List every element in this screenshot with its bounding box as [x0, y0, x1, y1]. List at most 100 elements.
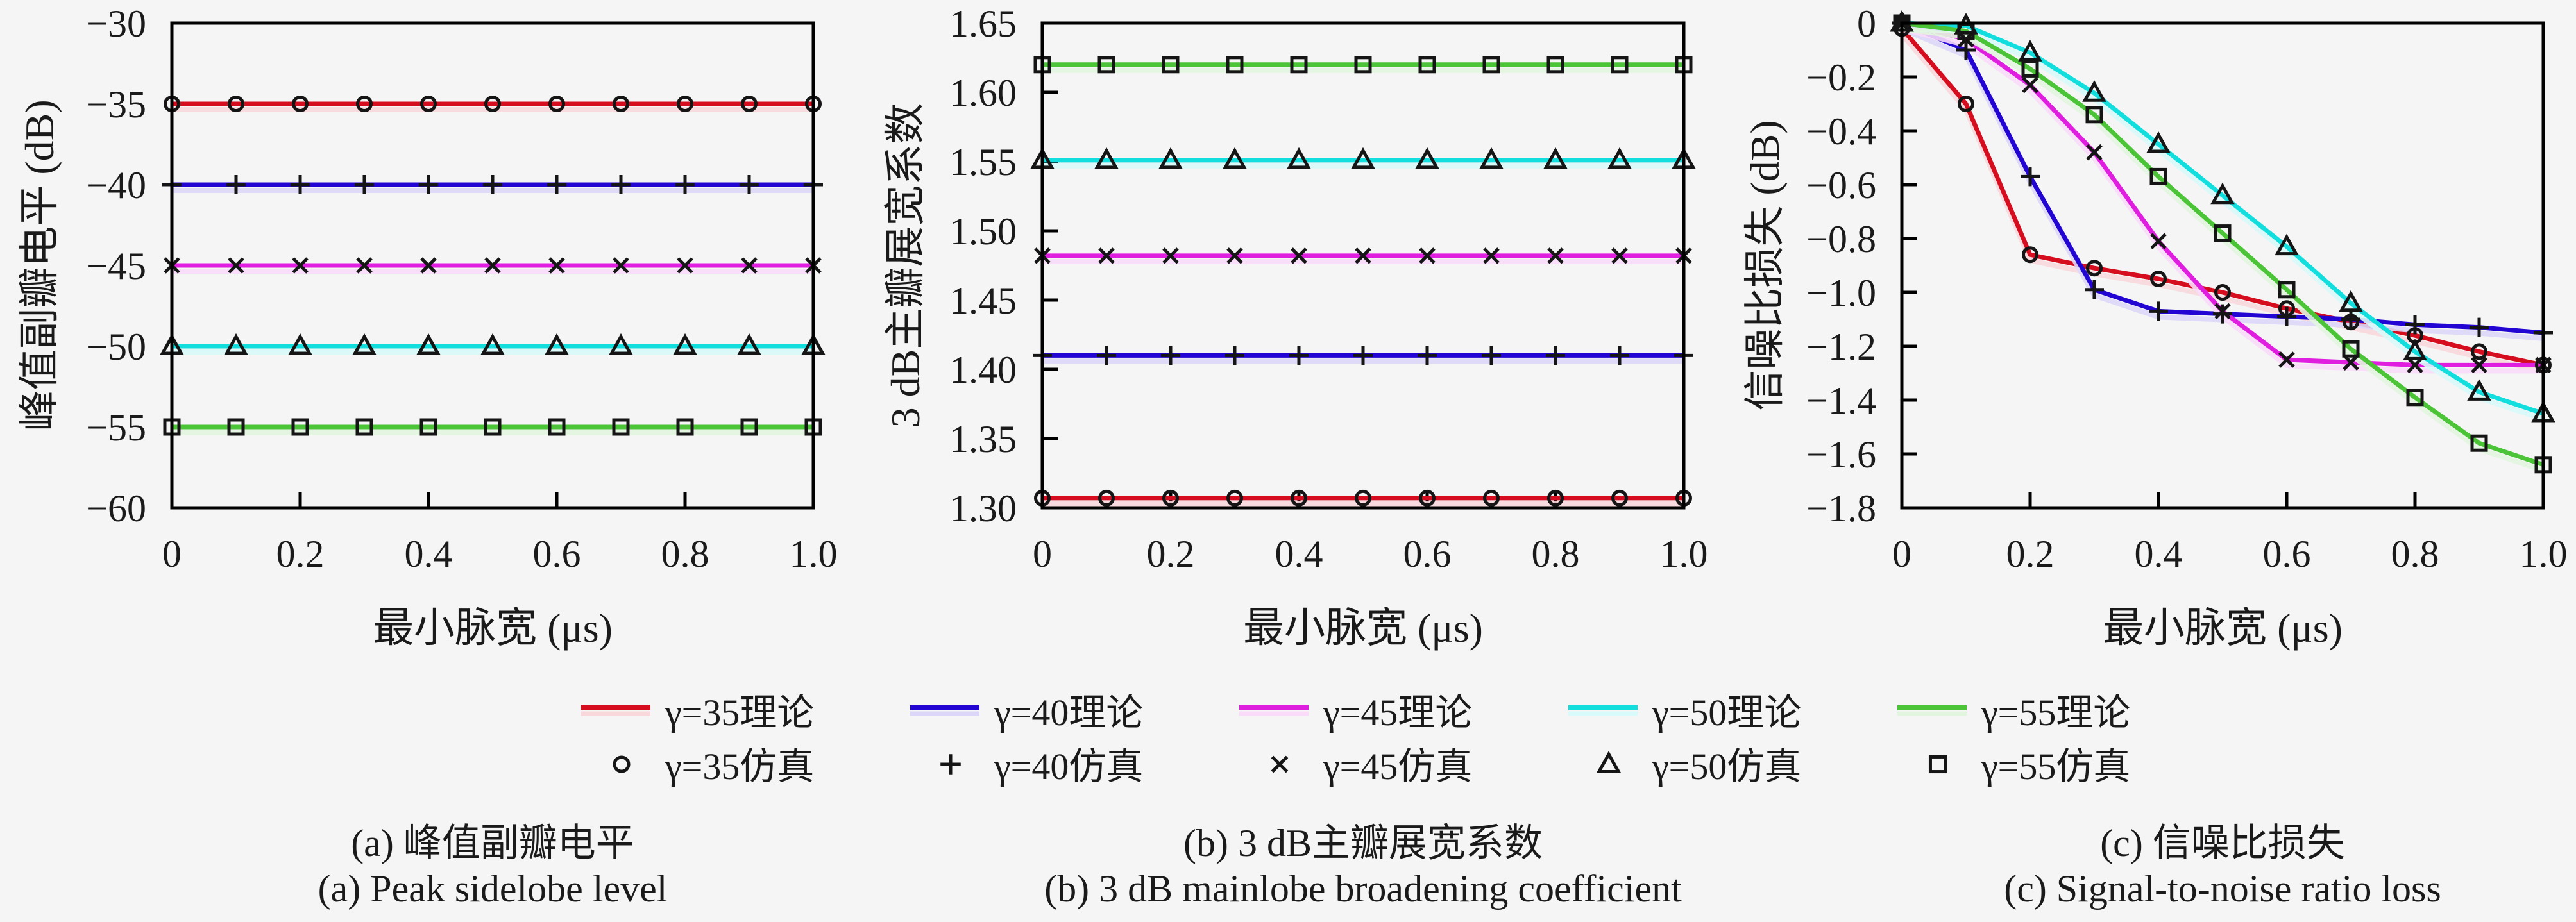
- x-axis-label-c: 最小脉宽 (μs): [2103, 605, 2343, 651]
- series-line-g50-theory: [1901, 21, 2545, 416]
- legend-item-theory-55: γ=55理论: [1897, 683, 2130, 735]
- plot-c-axes-box: [1900, 21, 2545, 510]
- legend-label: γ=45理论: [1323, 692, 1473, 733]
- svg-text:−30: −30: [86, 3, 146, 45]
- svg-text:−1.6: −1.6: [1806, 433, 1876, 476]
- svg-text:−55: −55: [86, 407, 146, 449]
- legend-item-simulation-35: γ=35仿真: [607, 737, 814, 789]
- svg-text:−1.2: −1.2: [1806, 326, 1876, 368]
- svg-text:1.65: 1.65: [949, 3, 1017, 45]
- svg-text:−0.8: −0.8: [1806, 218, 1876, 260]
- series-markers-g35-sim: [1034, 489, 1692, 507]
- series-markers-g45-sim: [1894, 15, 2552, 374]
- legend-label: γ=35仿真: [665, 746, 815, 787]
- legend-label: γ=40仿真: [994, 746, 1144, 787]
- svg-text:0: 0: [1033, 533, 1052, 575]
- svg-text:1.50: 1.50: [949, 210, 1017, 253]
- legend-item-theory-50: γ=50理论: [1568, 683, 1801, 735]
- svg-text:1.45: 1.45: [949, 280, 1017, 322]
- svg-text:0.6: 0.6: [533, 533, 581, 575]
- caption-b-zh: (b) 3 dB主瓣展宽系数: [1183, 822, 1543, 864]
- legend-item-simulation-40: γ=40仿真: [936, 737, 1143, 789]
- legend-label: γ=50理论: [1652, 692, 1802, 733]
- svg-text:−40: −40: [86, 164, 146, 206]
- legend-label: γ=50仿真: [1652, 746, 1802, 787]
- svg-text:0.6: 0.6: [1403, 533, 1452, 575]
- x-axis-label-a: 最小脉宽 (μs): [373, 605, 613, 651]
- plot-b-axes-box: [1040, 21, 1686, 510]
- plot-b: 1.65 1.60 1.55 1.50 1.45 1.40 1.35 1.30 0 0.2 0.4 0…: [949, 3, 1708, 575]
- svg-text:0.2: 0.2: [2006, 533, 2055, 575]
- svg-text:1.0: 1.0: [2520, 533, 2568, 575]
- legend-label: γ=55理论: [1981, 692, 2131, 733]
- svg-text:0.4: 0.4: [2135, 533, 2183, 575]
- svg-text:1.30: 1.30: [949, 487, 1017, 530]
- caption-b-en: (b) 3 dB mainlobe broadening coefficient: [1044, 868, 1682, 910]
- series-markers-g55-sim: [1893, 14, 2552, 474]
- legend-item-theory-40: γ=40理论: [910, 683, 1143, 735]
- plot-a-x-ticks: 0 0.2 0.4 0.6 0.8 1.0: [162, 492, 838, 575]
- legend-label: γ=45仿真: [1323, 746, 1473, 787]
- svg-text:−50: −50: [86, 326, 146, 368]
- legend-marker-triangle-icon: [1596, 751, 1622, 774]
- legend-line-swatch: [1239, 705, 1309, 716]
- legend-item-simulation-45: γ=45仿真: [1266, 737, 1472, 789]
- svg-text:1.40: 1.40: [949, 349, 1017, 391]
- svg-text:−45: −45: [86, 245, 146, 287]
- svg-text:0.6: 0.6: [2263, 533, 2311, 575]
- svg-text:−0.6: −0.6: [1806, 164, 1876, 206]
- legend-label: γ=35理论: [665, 692, 815, 733]
- caption-c-zh: (c) 信噪比损失: [2100, 822, 2345, 864]
- svg-text:−1.8: −1.8: [1806, 487, 1876, 530]
- caption-a-en: (a) Peak sidelobe level: [318, 868, 668, 910]
- svg-text:1.0: 1.0: [1660, 533, 1708, 575]
- plot-b-x-ticks: 0 0.2 0.4 0.6 0.8 1.0: [1033, 492, 1708, 575]
- svg-text:1.35: 1.35: [949, 418, 1017, 460]
- svg-text:0.2: 0.2: [1147, 533, 1195, 575]
- caption-a-zh: (a) 峰值副瓣电平: [351, 822, 634, 864]
- svg-text:1.60: 1.60: [949, 72, 1017, 114]
- svg-text:0: 0: [162, 533, 182, 575]
- svg-text:−0.2: −0.2: [1806, 56, 1876, 99]
- x-axis-label-b: 最小脉宽 (μs): [1243, 605, 1483, 651]
- plots-canvas: −30 −35 −40 −45 −50 −55 −60 0 0.2 0.4 0.6 0.8 1.0 1.6…: [86, 3, 2568, 575]
- caption-c-en: (c) Signal-to-noise ratio loss: [2004, 868, 2441, 910]
- legend-marker-x-icon: [1271, 755, 1289, 773]
- legend-line-swatch: [910, 705, 979, 716]
- legend-line-swatch: [581, 705, 650, 716]
- svg-text:−1.4: −1.4: [1806, 380, 1876, 422]
- svg-text:0.4: 0.4: [1275, 533, 1323, 575]
- svg-text:−0.4: −0.4: [1806, 110, 1876, 153]
- plot-a: −30 −35 −40 −45 −50 −55 −60 0 0.2 0.4 0.6 0.8 1.0: [86, 3, 837, 575]
- legend-line-swatch: [1568, 705, 1638, 716]
- svg-text:0: 0: [1892, 533, 1911, 575]
- svg-text:0.2: 0.2: [276, 533, 325, 575]
- plot-b-y-ticks: 1.65 1.60 1.55 1.50 1.45 1.40 1.35 1.30: [949, 3, 1058, 530]
- plot-c-y-ticks: 0 −0.2 −0.4 −0.6 −0.8 −1.0 −1.2 −1.4 −1.6 −1.8: [1806, 3, 1917, 530]
- series-halo-g50: [1901, 26, 2545, 422]
- series-markers-g55-sim: [1033, 56, 1693, 74]
- y-axis-label-c: 信噪比损失 (dB): [1742, 120, 1788, 411]
- legend-line-swatch: [1897, 705, 1967, 716]
- svg-text:−35: −35: [86, 83, 146, 126]
- legend-item-simulation-55: γ=55仿真: [1924, 737, 2130, 789]
- series-halo-g55: [1901, 26, 2545, 473]
- svg-text:0.4: 0.4: [405, 533, 453, 575]
- svg-text:1.55: 1.55: [949, 141, 1017, 183]
- legend-item-simulation-50: γ=50仿真: [1595, 737, 1801, 789]
- svg-text:−60: −60: [86, 487, 146, 530]
- svg-text:0.8: 0.8: [2391, 533, 2439, 575]
- series-markers-g50-sim: [160, 333, 826, 355]
- legend-item-theory-45: γ=45理论: [1239, 683, 1472, 735]
- y-axis-label-b: 3 dB主瓣展宽系数: [883, 103, 928, 428]
- legend-marker-square-icon: [1928, 755, 1947, 774]
- plot-c-x-ticks: 0 0.2 0.4 0.6 0.8 1.0: [1892, 492, 2568, 575]
- series-line-g55-theory: [1901, 21, 2545, 467]
- plot-a-axes-box: [170, 21, 815, 510]
- legend-item-theory-35: γ=35理论: [580, 683, 814, 735]
- svg-text:0: 0: [1857, 3, 1876, 45]
- legend-marker-plus-icon: [940, 754, 961, 775]
- plot-a-y-ticks: −30 −35 −40 −45 −50 −55 −60: [86, 3, 187, 530]
- series-line-g35-theory: [1900, 27, 2544, 367]
